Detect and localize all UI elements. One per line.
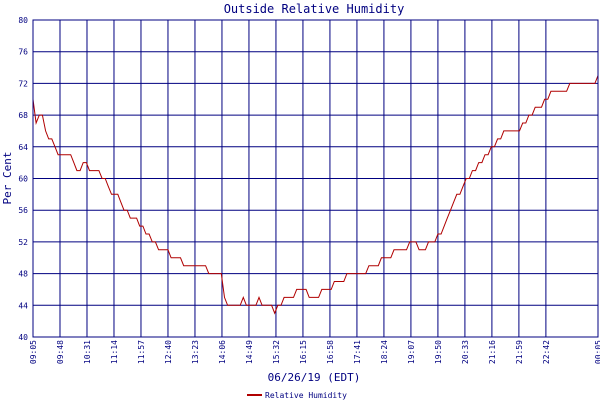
y-tick-label: 68 bbox=[18, 111, 28, 120]
x-tick-label: 21:16 bbox=[488, 340, 497, 364]
x-axis-label: 06/26/19 (EDT) bbox=[268, 371, 361, 384]
x-tick-label: 16:15 bbox=[299, 340, 308, 364]
x-tick-label: 09:48 bbox=[56, 340, 65, 364]
x-tick-label: 19:50 bbox=[434, 340, 443, 364]
chart-title: Outside Relative Humidity bbox=[224, 2, 405, 16]
x-tick-label: 14:06 bbox=[218, 340, 227, 364]
x-tick-label: 19:07 bbox=[407, 340, 416, 364]
y-tick-label: 80 bbox=[18, 16, 28, 25]
x-tick-label: 00:05 bbox=[594, 340, 600, 364]
series-line-relative-humidity bbox=[32, 75, 599, 315]
x-tick-label: 15:32 bbox=[272, 340, 281, 364]
legend-label: Relative Humidity bbox=[265, 391, 347, 400]
y-tick-label: 76 bbox=[18, 48, 28, 57]
y-tick-label: 64 bbox=[18, 143, 28, 152]
y-tick-label: 56 bbox=[18, 206, 28, 215]
y-tick-label: 60 bbox=[18, 175, 28, 184]
x-tick-label: 10:31 bbox=[83, 340, 92, 364]
legend: Relative Humidity bbox=[247, 391, 347, 400]
x-tick-label: 14:49 bbox=[245, 340, 254, 364]
x-tick-label: 18:24 bbox=[380, 340, 389, 364]
grid bbox=[32, 19, 599, 338]
y-tick-label: 40 bbox=[18, 333, 28, 342]
x-tick-label: 13:23 bbox=[191, 340, 200, 364]
x-tick-label: 11:14 bbox=[110, 340, 119, 364]
x-tick-label: 12:40 bbox=[164, 340, 173, 364]
y-axis-label: Per Cent bbox=[1, 152, 14, 205]
plot-frame bbox=[32, 19, 599, 338]
x-tick-label: 20:33 bbox=[461, 340, 470, 364]
y-tick-label: 72 bbox=[18, 79, 28, 88]
y-tick-label: 44 bbox=[18, 301, 28, 310]
x-tick-label: 16:58 bbox=[326, 340, 335, 364]
x-tick-labels: 09:05 09:48 10:31 11:14 11:57 12:40 13:23 14:06… bbox=[29, 340, 600, 364]
x-tick-label: 17:41 bbox=[353, 340, 362, 364]
x-tick-label: 22:42 bbox=[542, 340, 551, 364]
y-tick-label: 52 bbox=[18, 238, 28, 247]
y-tick-label: 48 bbox=[18, 270, 28, 279]
x-tick-label: 11:57 bbox=[137, 340, 146, 364]
y-tick-labels: 40 44 48 52 56 60 64 68 72 76 80 bbox=[18, 16, 28, 342]
x-tick-label: 09:05 bbox=[29, 340, 38, 364]
x-tick-label: 21:59 bbox=[515, 340, 524, 364]
